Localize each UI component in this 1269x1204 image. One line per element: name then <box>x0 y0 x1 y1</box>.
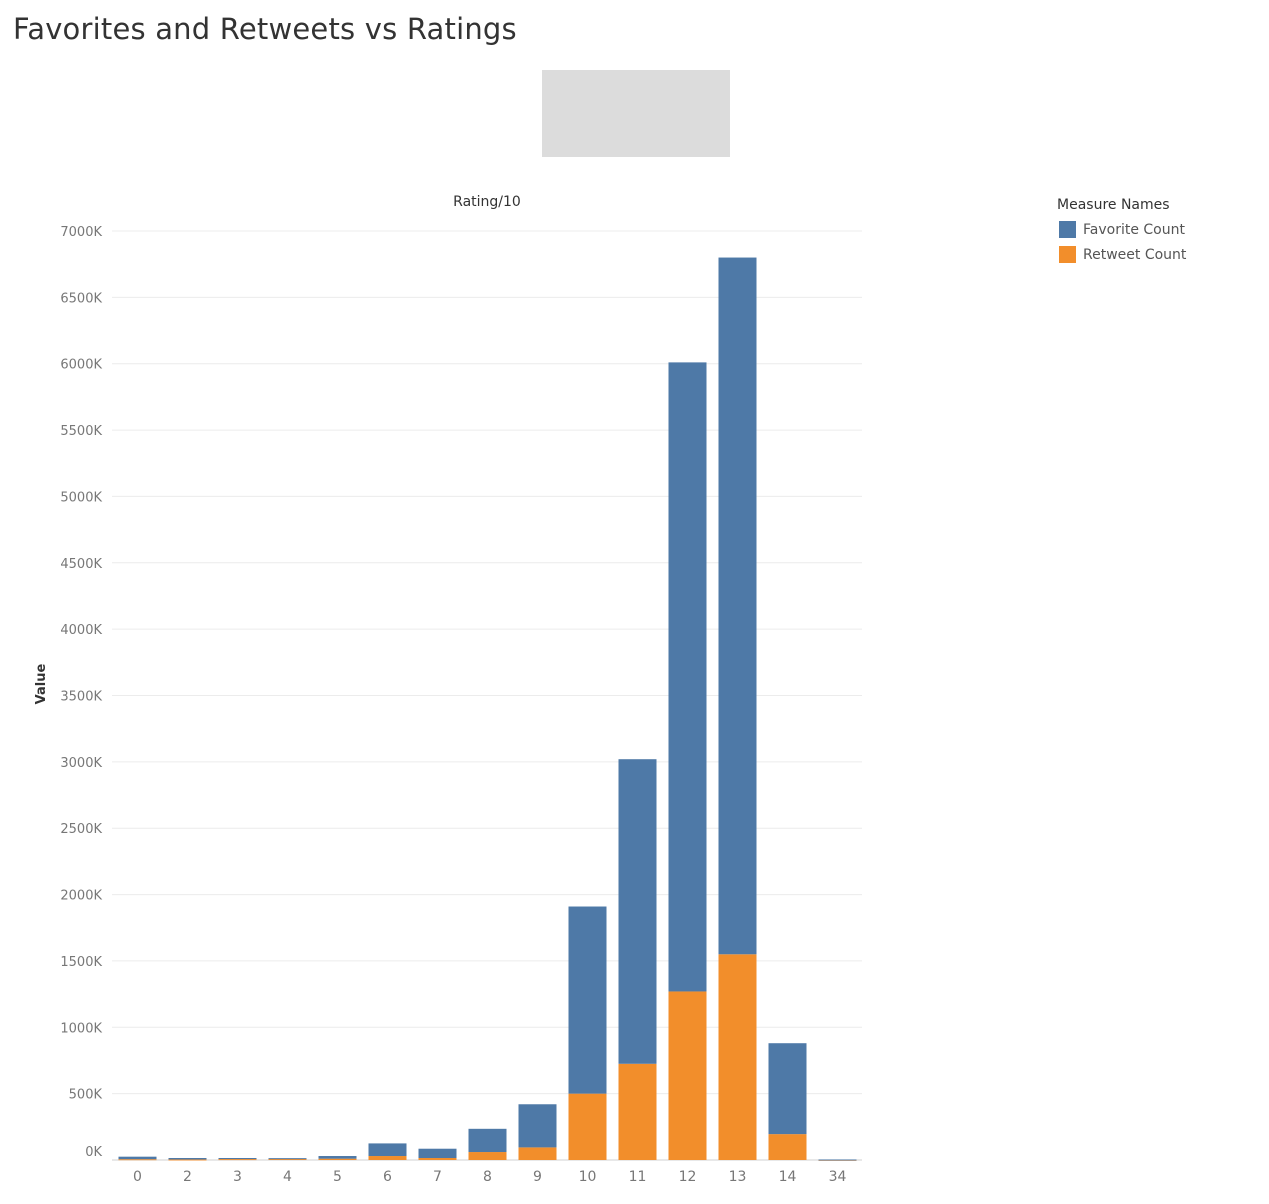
y-tick-label: 4000K <box>60 623 102 638</box>
y-tick-label: 7000K <box>60 225 102 240</box>
x-tick-label: 0 <box>133 1169 142 1185</box>
x-tick-label: 6 <box>383 1169 392 1185</box>
bar-favorite-count-6[interactable] <box>368 1143 407 1157</box>
bar-retweet-count-0[interactable] <box>118 1159 157 1161</box>
bar-favorite-count-8[interactable] <box>468 1128 507 1153</box>
bar-retweet-count-2[interactable] <box>168 1159 207 1161</box>
y-tick-label: 3000K <box>60 756 102 771</box>
y-tick-label: 0K <box>85 1145 102 1160</box>
x-tick-label: 10 <box>579 1169 597 1185</box>
y-axis-label: Value <box>34 663 49 704</box>
legend-label-favorite-count: Favorite Count <box>1083 221 1185 238</box>
x-tick-label: 12 <box>679 1169 697 1185</box>
x-tick-label: 14 <box>779 1169 797 1185</box>
y-tick-label: 4500K <box>60 557 102 572</box>
bar-retweet-count-5[interactable] <box>318 1158 357 1160</box>
legend-item-favorite-count[interactable]: Favorite Count <box>1057 217 1186 242</box>
bar-favorite-count-13[interactable] <box>718 257 757 955</box>
x-tick-label: 5 <box>333 1169 342 1185</box>
bar-favorite-count-9[interactable] <box>518 1104 557 1148</box>
bar-favorite-count-7[interactable] <box>418 1148 457 1159</box>
bars <box>118 257 857 1161</box>
x-tick-label: 3 <box>233 1169 242 1185</box>
x-tick-label: 4 <box>283 1169 292 1185</box>
bar-retweet-count-7[interactable] <box>418 1158 457 1160</box>
legend-label-retweet-count: Retweet Count <box>1083 246 1187 263</box>
x-tick-label: 8 <box>483 1169 492 1185</box>
bar-retweet-count-14[interactable] <box>768 1134 807 1160</box>
y-tick-label: 6500K <box>60 291 102 306</box>
bar-favorite-count-11[interactable] <box>618 759 657 1064</box>
bar-favorite-count-2[interactable] <box>168 1158 207 1160</box>
legend: Measure Names Favorite Count Retweet Cou… <box>1057 197 1186 267</box>
placeholder-box <box>542 70 730 157</box>
bar-retweet-count-8[interactable] <box>468 1152 507 1160</box>
bar-retweet-count-6[interactable] <box>368 1156 407 1160</box>
legend-swatch-retweet-count <box>1059 246 1076 263</box>
bar-favorite-count-4[interactable] <box>268 1158 307 1160</box>
x-tick-label: 7 <box>433 1169 442 1185</box>
y-tick-label: 5000K <box>60 490 102 505</box>
bar-retweet-count-11[interactable] <box>618 1063 657 1160</box>
bar-retweet-count-3[interactable] <box>218 1159 257 1161</box>
y-tick-label: 2000K <box>60 889 102 904</box>
bar-favorite-count-14[interactable] <box>768 1043 807 1135</box>
x-tick-label: 13 <box>729 1169 747 1185</box>
y-axis-ticks: 0K 500K 1000K 1500K 2000K 2500K 3000K 3500K 4000… <box>60 225 102 1160</box>
bar-favorite-count-34[interactable] <box>818 1159 857 1161</box>
bar-retweet-count-12[interactable] <box>668 991 707 1160</box>
bar-retweet-count-10[interactable] <box>568 1093 607 1160</box>
x-tick-label: 2 <box>183 1169 192 1185</box>
y-tick-label: 3500K <box>60 690 102 705</box>
x-tick-label: 9 <box>533 1169 542 1185</box>
legend-swatch-favorite-count <box>1059 221 1076 238</box>
legend-item-retweet-count[interactable]: Retweet Count <box>1057 242 1186 267</box>
x-axis-ticks: 0 2 3 4 5 6 7 8 9 10 11 12 13 14 34 <box>133 1169 846 1185</box>
column-header: Rating/10 <box>453 194 521 210</box>
y-tick-label: 1500K <box>60 955 102 970</box>
legend-title: Measure Names <box>1057 197 1170 213</box>
chart-title: Favorites and Retweets vs Ratings <box>13 12 517 46</box>
bar-retweet-count-9[interactable] <box>518 1147 557 1160</box>
bar-favorite-count-12[interactable] <box>668 362 707 992</box>
y-tick-label: 2500K <box>60 822 102 837</box>
x-tick-label: 34 <box>829 1169 847 1185</box>
bar-favorite-count-0[interactable] <box>118 1156 157 1160</box>
bar-retweet-count-13[interactable] <box>718 954 757 1160</box>
x-tick-label: 11 <box>629 1169 647 1185</box>
y-tick-label: 5500K <box>60 424 102 439</box>
bar-favorite-count-5[interactable] <box>318 1156 357 1159</box>
y-tick-label: 1000K <box>60 1021 102 1036</box>
bar-retweet-count-4[interactable] <box>268 1158 307 1160</box>
y-tick-label: 6000K <box>60 358 102 373</box>
bar-favorite-count-10[interactable] <box>568 906 607 1094</box>
bar-favorite-count-3[interactable] <box>218 1158 257 1160</box>
y-tick-label: 500K <box>69 1088 103 1103</box>
